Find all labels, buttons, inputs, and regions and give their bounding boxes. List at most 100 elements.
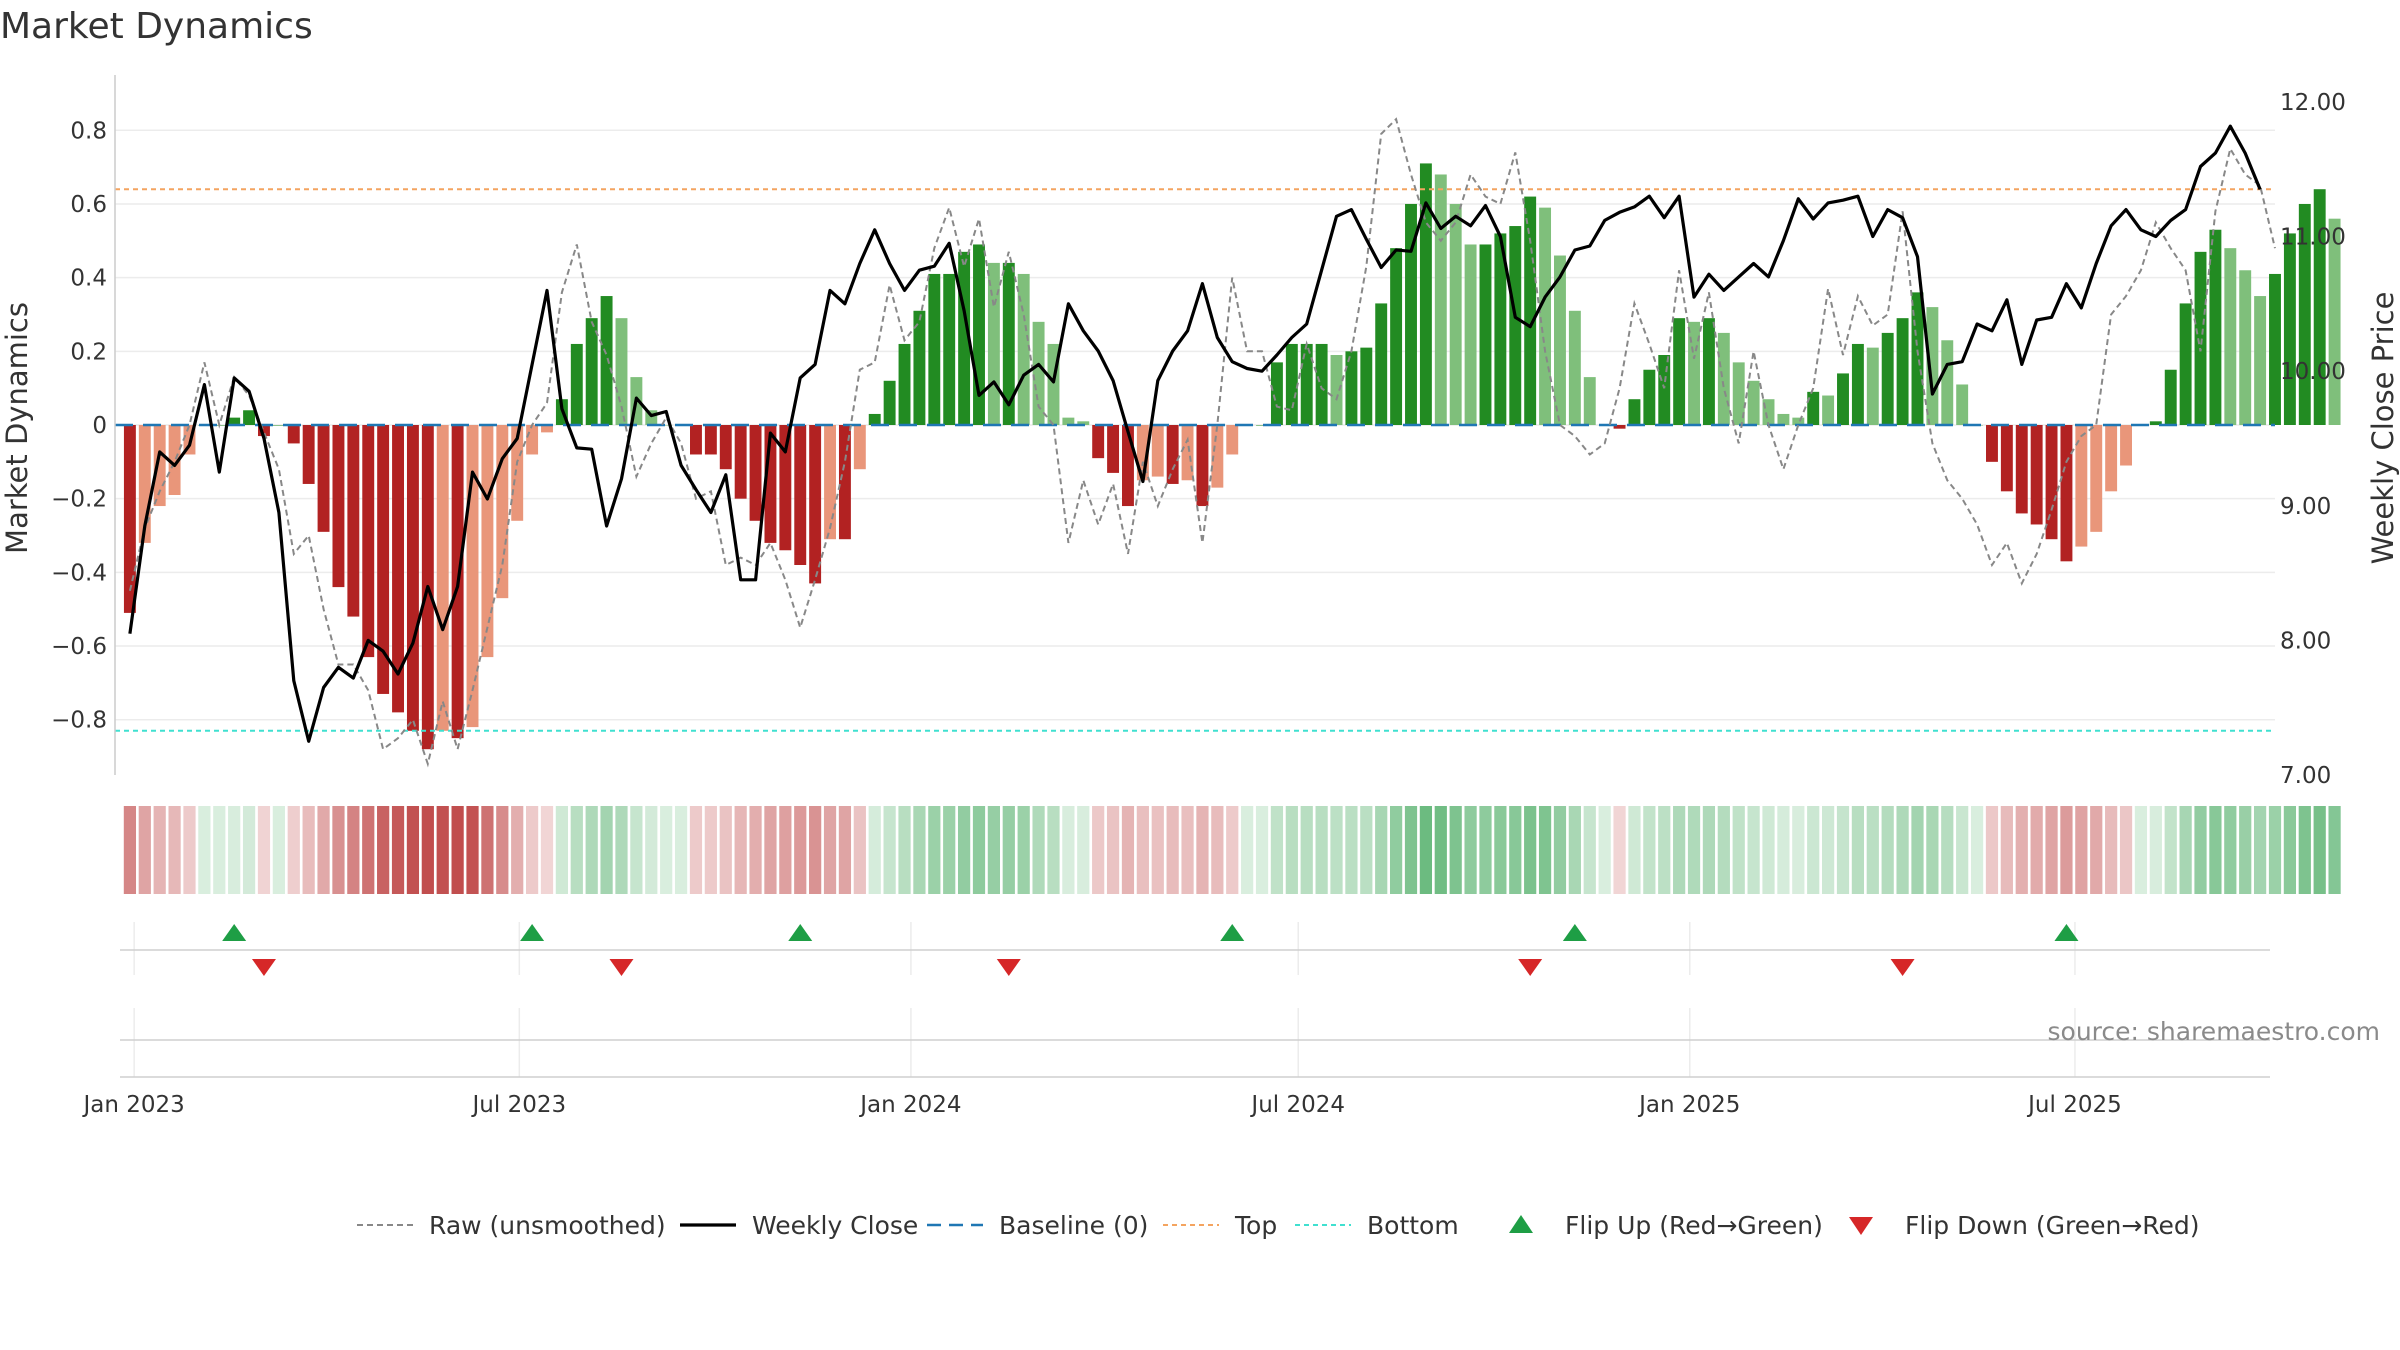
market-dynamics-bar	[1017, 273, 1030, 425]
market-dynamics-bar	[123, 425, 136, 613]
flip-up-marker	[788, 924, 813, 941]
heatmap-cell	[391, 806, 405, 894]
market-dynamics-bar	[1211, 425, 1224, 488]
market-dynamics-bar	[1479, 244, 1492, 425]
heatmap-cell	[883, 806, 896, 894]
market-dynamics-bar	[704, 425, 717, 455]
heatmap-cell	[689, 806, 703, 894]
heatmap-cell	[972, 806, 986, 894]
market-dynamics-bar	[1032, 321, 1045, 425]
market-dynamics-bar	[958, 251, 971, 425]
flip-up-marker	[222, 924, 247, 941]
heatmap-cell	[615, 806, 628, 894]
market-dynamics-bar	[1524, 196, 1537, 425]
x-tick-label: Jan 2025	[1637, 1092, 1740, 1118]
flip-down-marker	[1518, 959, 1543, 976]
heatmap-cell	[1345, 806, 1358, 894]
market-dynamics-bar	[1226, 425, 1239, 455]
heatmap-cell	[1717, 806, 1730, 894]
heatmap-cell	[2090, 806, 2103, 894]
heatmap-cell	[2030, 806, 2043, 894]
heatmap-cell	[2000, 806, 2013, 894]
y-tick-label: 0.8	[70, 118, 107, 144]
flip-up-marker	[1220, 924, 1245, 941]
market-dynamics-bar	[302, 425, 315, 484]
market-dynamics-bar	[406, 425, 419, 731]
market-dynamics-bar	[332, 425, 345, 588]
heatmap-cell	[1568, 806, 1581, 894]
heatmap-cell	[1389, 806, 1403, 894]
market-dynamics-bar	[943, 273, 956, 425]
y-axis-label: Market Dynamics	[0, 302, 34, 554]
market-dynamics-bar	[1762, 399, 1775, 425]
market-dynamics-bar	[1613, 425, 1626, 429]
y-tick-label: 0.2	[70, 339, 107, 365]
x-tick-label: Jul 2025	[2026, 1092, 2122, 1118]
market-dynamics-bar	[973, 244, 985, 425]
market-dynamics-bar	[2075, 425, 2088, 547]
market-dynamics-bar	[1822, 395, 1835, 425]
market-dynamics-bar	[600, 296, 613, 425]
market-dynamics-bar	[1449, 203, 1462, 425]
heatmap-cell	[2268, 806, 2282, 894]
market-dynamics-bar	[1136, 425, 1149, 481]
heatmap-cell	[213, 806, 226, 894]
market-dynamics-bar	[168, 425, 181, 495]
heatmap-cell	[1941, 806, 1954, 894]
market-dynamics-bar	[719, 425, 732, 470]
market-dynamics-bar	[1851, 343, 1864, 425]
market-dynamics-bar	[1047, 343, 1060, 425]
market-dynamics-bar	[1151, 425, 1164, 477]
heatmap-cell	[838, 806, 852, 894]
market-dynamics-bar	[1673, 318, 1686, 425]
heatmap-cell	[1285, 806, 1298, 894]
market-dynamics-bar	[496, 425, 509, 599]
market-dynamics-bar	[2015, 425, 2028, 514]
market-dynamics-bar	[1554, 255, 1566, 425]
market-dynamics-bar	[570, 343, 583, 425]
heatmap-cell	[764, 806, 777, 894]
market-dynamics-bar	[1702, 318, 1715, 425]
market-dynamics-bar	[1002, 262, 1015, 425]
market-dynamics-bar	[615, 318, 628, 425]
market-dynamics-bar	[1270, 362, 1283, 425]
heatmap-cell	[496, 806, 509, 894]
market-dynamics-bar	[2179, 303, 2192, 425]
market-dynamics-bar	[2224, 248, 2237, 425]
legend: Raw (unsmoothed) Weekly Close Baseline (0)…	[357, 1211, 2200, 1240]
heatmap-cell	[1553, 806, 1567, 894]
x-tick-label: Jan 2023	[81, 1092, 184, 1118]
weekly-close-line	[128, 124, 2262, 743]
legend-label: Flip Up (Red→Green)	[1565, 1211, 1823, 1240]
market-dynamics-bar	[2283, 233, 2296, 425]
heatmap-cell	[957, 806, 971, 894]
flip-up-marker	[520, 924, 545, 941]
heatmap-cell	[2179, 806, 2192, 894]
y2-tick-label: 9.00	[2280, 494, 2331, 520]
heatmap-cell	[987, 806, 1001, 894]
heatmap-cell	[436, 806, 449, 894]
market-dynamics-bar	[913, 310, 926, 425]
legend-label: Top	[1234, 1211, 1277, 1240]
market-dynamics-bar	[1122, 425, 1134, 507]
market-dynamics-bar	[898, 343, 911, 425]
market-dynamics-bar	[1345, 351, 1358, 425]
heatmap-cell	[809, 806, 822, 894]
heatmap-cell	[1509, 806, 1522, 894]
heatmap-cell	[1226, 806, 1239, 894]
legend-label: Raw (unsmoothed)	[429, 1211, 666, 1240]
market-dynamics-bar	[1986, 425, 1998, 462]
source-note: source: sharemaestro.com	[2048, 1017, 2381, 1046]
market-dynamics-bar	[1807, 391, 1820, 425]
market-dynamics-bar	[1896, 318, 1909, 425]
market-dynamics-bar	[2269, 273, 2281, 425]
regime-heatmap-strip	[123, 806, 2341, 894]
heatmap-cell	[1002, 806, 1015, 894]
heatmap-cell	[1151, 806, 1164, 894]
heatmap-cell	[540, 806, 554, 894]
market-dynamics-bar	[466, 425, 479, 728]
heatmap-cell	[1300, 806, 1313, 894]
heatmap-cell	[2253, 806, 2267, 894]
heatmap-cell	[362, 806, 375, 894]
heatmap-cell	[1658, 806, 1671, 894]
